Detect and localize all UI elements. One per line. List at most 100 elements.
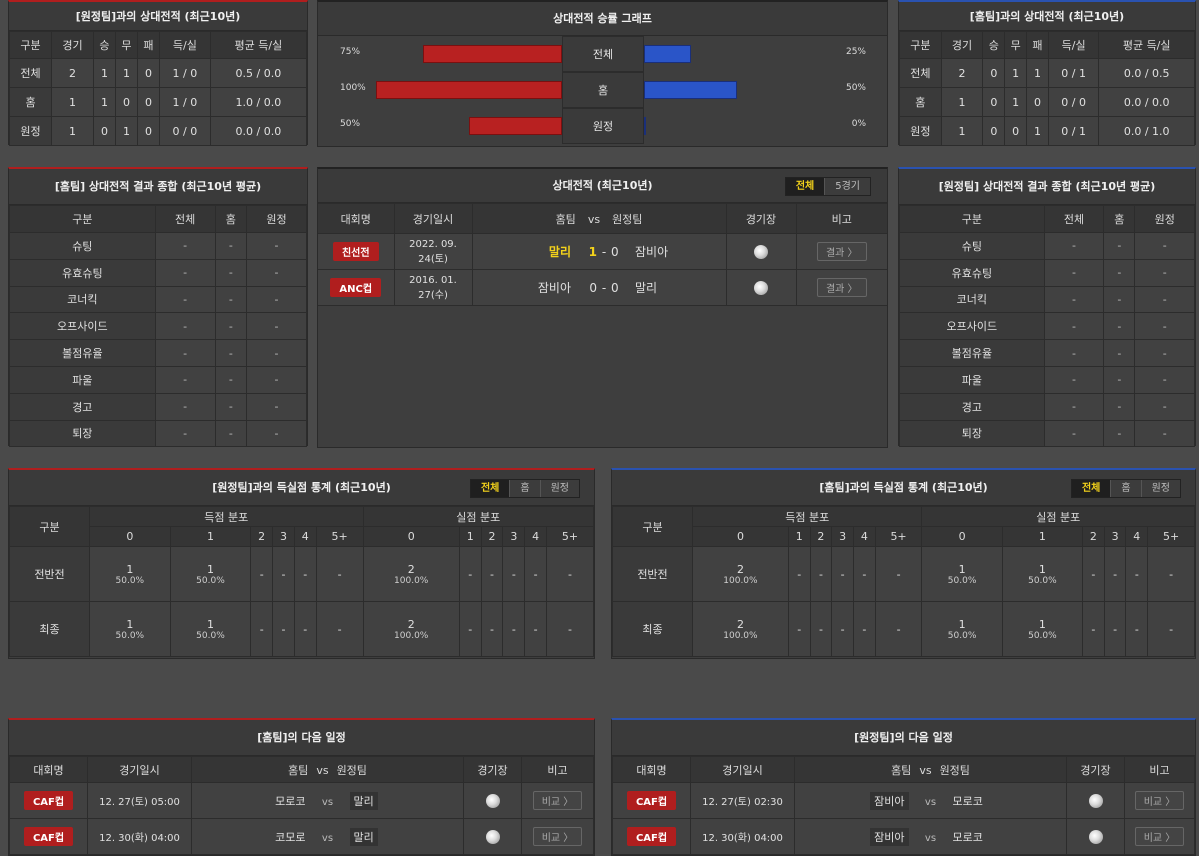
home-score: 0 [589, 281, 597, 295]
goal-count: - [862, 567, 867, 581]
goal-cell: 1 50.0% [921, 601, 1003, 657]
goal-count: 1 [126, 562, 134, 576]
home-bar [469, 117, 562, 135]
venue-cell [463, 818, 522, 855]
row-label: 전체 [899, 58, 942, 88]
header-row: 구분 전체 홈 원정 [9, 205, 307, 233]
tab-all[interactable]: 전체 [1071, 480, 1111, 497]
tab-away[interactable]: 원정 [539, 480, 579, 497]
cell: 1 [1004, 58, 1028, 88]
table-row: 전체 2 1 1 0 1 / 0 0.5 / 0.0 [9, 58, 308, 88]
league-badge: 친선전 [332, 242, 379, 261]
goal-col-header: 1 [1001, 526, 1084, 547]
next-away-title: [원정팀]의 다음 일정 [612, 720, 1195, 756]
cell: - [246, 419, 307, 448]
cell: 1 [114, 58, 138, 88]
table-row: 전반전 2 100.0% - - - - -1 50.0% 1 50.0% - - - - [612, 546, 1195, 602]
goal-col-header: 4 [524, 526, 548, 547]
cell: - [1043, 365, 1105, 394]
goal-cell: 2 100.0% [362, 546, 460, 602]
winrate-graph-panel: 상대전적 승률 그래프 75% 전체 25% 100% 홈 50% 50% 원정 0% [317, 0, 888, 147]
cell: 1 [1026, 58, 1049, 88]
match-row: CAF컵 12. 27(토) 02:30 잠비아 vs 모로코 비교 〉 [612, 782, 1195, 819]
goal-count: 1 [206, 562, 214, 576]
cell: - [214, 365, 248, 394]
compare-button[interactable]: 비교 〉 [532, 827, 583, 846]
result-button[interactable]: 결과 〉 [816, 278, 867, 297]
goal-cell: 2 100.0% [362, 601, 460, 657]
col-header: 홈 [1103, 205, 1136, 233]
goal-count: - [1134, 567, 1139, 581]
goal-col-header: 4 [852, 526, 876, 547]
table-row: 전반전 1 50.0% 1 50.0% - - - -2 100.0% - - - - - [9, 546, 594, 602]
row-label: 오프사이드 [9, 312, 156, 341]
goal-cell: - [272, 601, 295, 657]
goal-cell: 1 50.0% [89, 601, 171, 657]
tab-5games[interactable]: 5경기 [824, 178, 870, 195]
goal-cell: - [458, 601, 482, 657]
goal-count: - [303, 622, 308, 636]
goals-away-panel: [원정팀]과의 득실점 통계 (최근10년) 전체 홈 원정 구분 득점 분포 실점… [8, 468, 595, 659]
cell: - [154, 365, 216, 394]
cell: - [154, 232, 216, 260]
cell: - [1134, 365, 1195, 394]
col-header: 구분 [899, 205, 1045, 233]
cell: 0.0 / 0.0 [1098, 87, 1195, 117]
goal-count: - [1113, 622, 1118, 636]
table-row: 코너킥 - - - [9, 285, 307, 314]
compare-button[interactable]: 비교 〉 [1134, 827, 1185, 846]
cell: - [154, 339, 216, 367]
goal-cell: - [480, 601, 504, 657]
tab-all[interactable]: 전체 [785, 178, 825, 195]
goal-count: - [818, 567, 823, 581]
scored-header: 득점 분포 [691, 506, 923, 527]
goal-count: 1 [958, 562, 966, 576]
goal-count: 2 [407, 617, 415, 631]
goal-count: - [468, 622, 473, 636]
next-home-panel: [홈팀]의 다음 일정 대회명 경기일시 홈팀 vs 원정팀 경기장 비고 CAF컵 12. 2… [8, 718, 595, 856]
col-header: 경기 [940, 31, 984, 59]
cell: 1 / 0 [158, 58, 211, 88]
result-button[interactable]: 결과 〉 [816, 242, 867, 261]
tab-home[interactable]: 홈 [509, 480, 540, 497]
league-cell: CAF컵 [612, 782, 691, 819]
row-label: 홈 [9, 87, 52, 117]
cell: - [214, 232, 248, 260]
tab-away[interactable]: 원정 [1140, 480, 1180, 497]
col-header: 무 [1004, 31, 1028, 59]
summary-away-table: 구분 전체 홈 원정 슈팅 - - - 유효슈팅 - - - 코너킥 - - - 오프사이드 - - - 볼점유율 - - -… [899, 205, 1195, 448]
compare-button[interactable]: 비교 〉 [1134, 791, 1185, 810]
away-team-wrap: 모로코 [953, 829, 1061, 845]
cell: - [214, 312, 248, 341]
compare-button[interactable]: 비교 〉 [532, 791, 583, 810]
goal-pct: 50.0% [115, 630, 145, 641]
row-label: 코너킥 [9, 285, 156, 314]
col-header-date: 경기일시 [393, 203, 473, 234]
subheader-row: 0 1 2 3 4 5+ 0 1 2 3 4 5+ [10, 526, 594, 547]
row-label: 유효슈팅 [9, 258, 156, 287]
cell: 0 [114, 87, 138, 117]
tab-all[interactable]: 전체 [470, 480, 510, 497]
teams-cell: 코모로 vs 말리 [191, 818, 464, 855]
teams-cell: 잠비아 vs 모로코 [794, 782, 1067, 819]
row-label: 퇴장 [9, 419, 156, 448]
col-header-date: 경기일시 [87, 756, 192, 783]
home-score: 1 [588, 245, 597, 259]
header-row: 구분 득점 분포 실점 분포 [9, 506, 595, 547]
row-label: 전반전 [612, 546, 693, 602]
away-team-wrap: 모로코 [953, 793, 1061, 809]
goal-cell: - [250, 546, 274, 602]
away-header: 원정팀 [939, 763, 970, 777]
cell: 2 [940, 58, 984, 88]
h2h-away-table: 구분 경기 승 무 패 득/실 평균 득/실 전체 2 1 1 0 1 / 0 0.5 / 0.0 홈 1 1 0… [9, 31, 308, 146]
table-row: 최종 2 100.0% - - - - -1 50.0% 1 50.0% - - - - [612, 601, 1195, 657]
goal-count: - [533, 567, 538, 581]
cell: 0 [1004, 116, 1028, 146]
cell: 0 [136, 58, 160, 88]
home-bar [422, 45, 562, 63]
goal-cell: - [852, 546, 876, 602]
tab-home[interactable]: 홈 [1110, 480, 1141, 497]
col-header: 전체 [154, 205, 216, 233]
goal-cell: 2 100.0% [692, 546, 789, 602]
cell: 2 [51, 58, 94, 88]
